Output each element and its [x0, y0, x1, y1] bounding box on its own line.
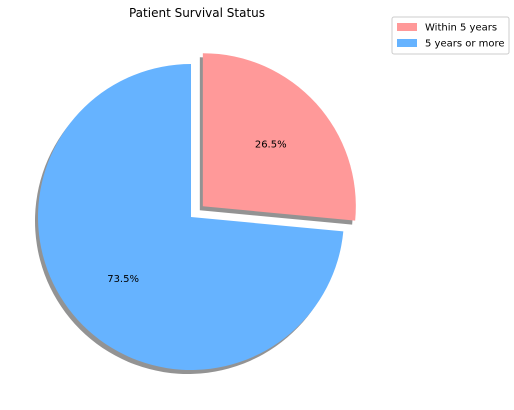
legend-swatch-5-years-or-more [397, 39, 417, 47]
slice-labels: 26.5% 73.5% [107, 139, 286, 284]
legend-label-within-5-years: Within 5 years [425, 23, 497, 34]
legend-swatch-within-5-years [397, 23, 417, 31]
pie-slice-5-years-or-more [37, 64, 344, 370]
legend: Within 5 years 5 years or more [391, 16, 510, 55]
legend-frame [391, 16, 510, 55]
pie-slices [37, 53, 356, 370]
chart-title: Patient Survival Status [129, 6, 265, 20]
slice-label-5-years-or-more: 73.5% [107, 274, 139, 285]
slice-label-within-5-years: 26.5% [255, 139, 287, 150]
legend-label-5-years-or-more: 5 years or more [425, 39, 505, 50]
pie-slice-within-5-years [202, 53, 356, 221]
